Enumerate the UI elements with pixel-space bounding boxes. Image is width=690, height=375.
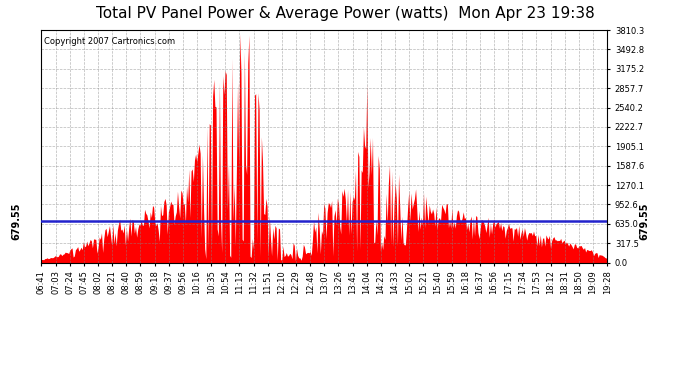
Text: Total PV Panel Power & Average Power (watts)  Mon Apr 23 19:38: Total PV Panel Power & Average Power (wa… xyxy=(96,6,594,21)
Text: Copyright 2007 Cartronics.com: Copyright 2007 Cartronics.com xyxy=(44,37,175,46)
Text: 679.55: 679.55 xyxy=(11,202,21,240)
Text: 679.55: 679.55 xyxy=(639,202,649,240)
